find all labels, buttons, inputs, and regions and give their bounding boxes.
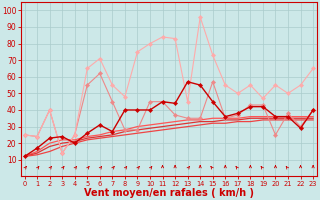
X-axis label: Vent moyen/en rafales ( km/h ): Vent moyen/en rafales ( km/h ) [84,188,254,198]
